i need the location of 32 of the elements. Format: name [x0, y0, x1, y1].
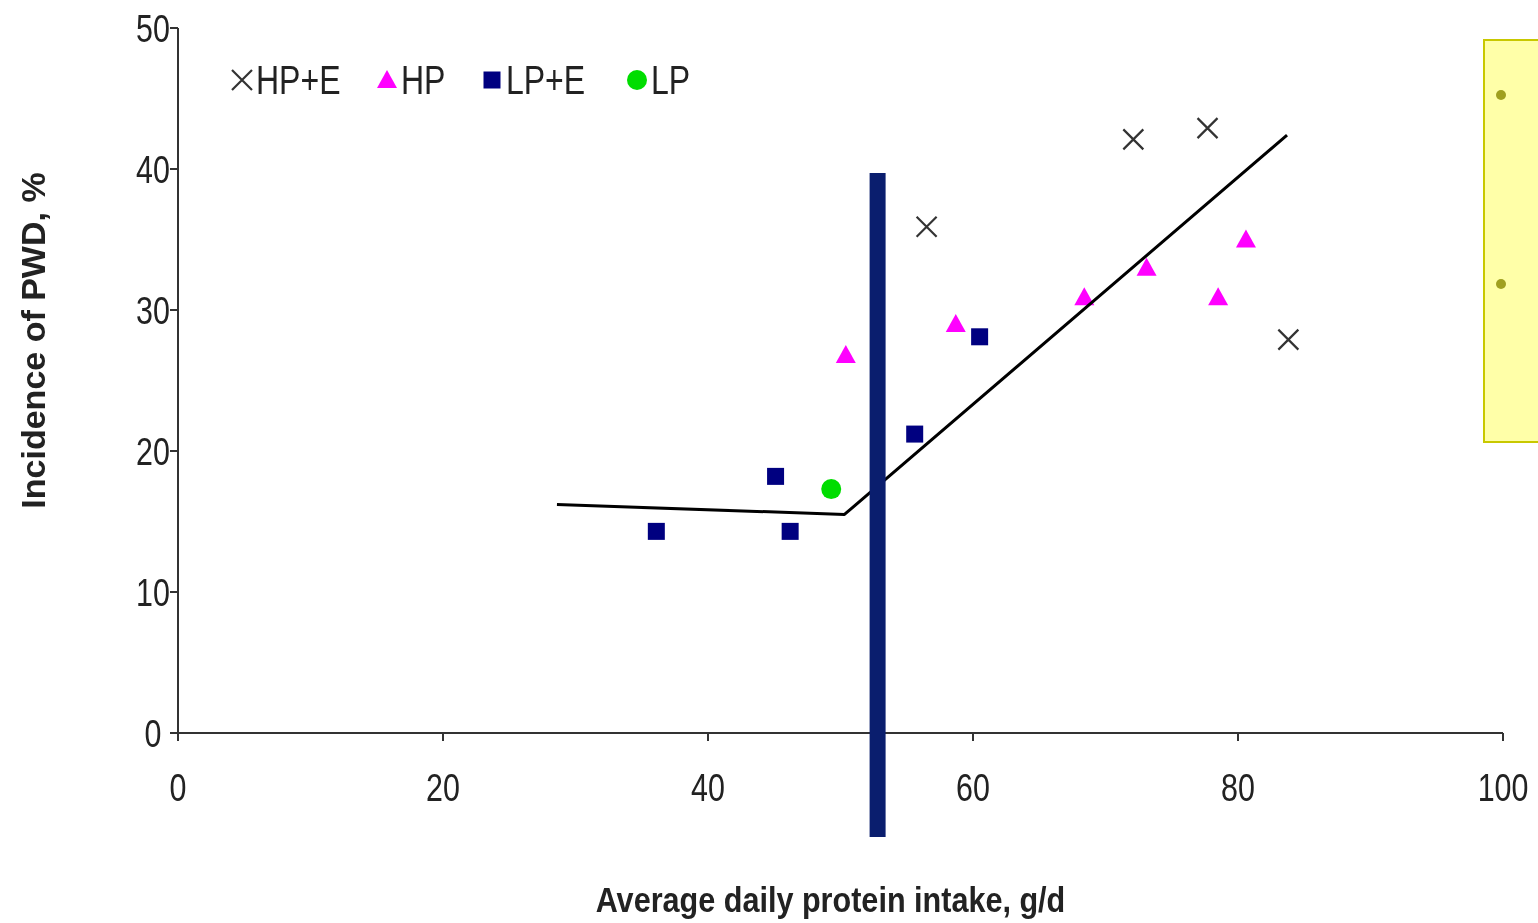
y-tick-label: 0 — [144, 712, 162, 755]
point — [1122, 128, 1145, 151]
point — [767, 467, 785, 485]
x-tick-label: 80 — [1221, 766, 1255, 809]
y-tick-label: 10 — [136, 571, 170, 614]
point — [821, 479, 842, 500]
point — [945, 314, 966, 333]
point — [1196, 117, 1219, 140]
point — [647, 522, 665, 540]
point — [915, 215, 938, 238]
legend-label: LP — [651, 57, 691, 103]
point — [1136, 257, 1157, 276]
x-tick-label: 60 — [956, 766, 990, 809]
point — [835, 345, 856, 364]
point — [1277, 328, 1300, 351]
y-tick-label: 50 — [136, 7, 170, 50]
point — [1208, 287, 1229, 306]
point — [1235, 229, 1256, 248]
x-tick-label: 20 — [426, 766, 460, 809]
x-axis-title: Average daily protein intake, g/d — [595, 879, 1066, 920]
x-tick-label: 100 — [1477, 766, 1529, 809]
point — [971, 328, 989, 346]
legend-label: LP+E — [506, 57, 586, 103]
point — [906, 425, 924, 443]
y-tick-label: 20 — [136, 430, 170, 473]
legend-label: HP+E — [256, 57, 341, 103]
x-tick-label: 40 — [691, 766, 725, 809]
legend-label: HP — [401, 57, 446, 103]
y-tick-label: 40 — [136, 148, 170, 191]
y-axis-title: Incidence of PWD, % — [14, 172, 52, 509]
point — [781, 522, 799, 540]
y-tick-label: 30 — [136, 289, 170, 332]
